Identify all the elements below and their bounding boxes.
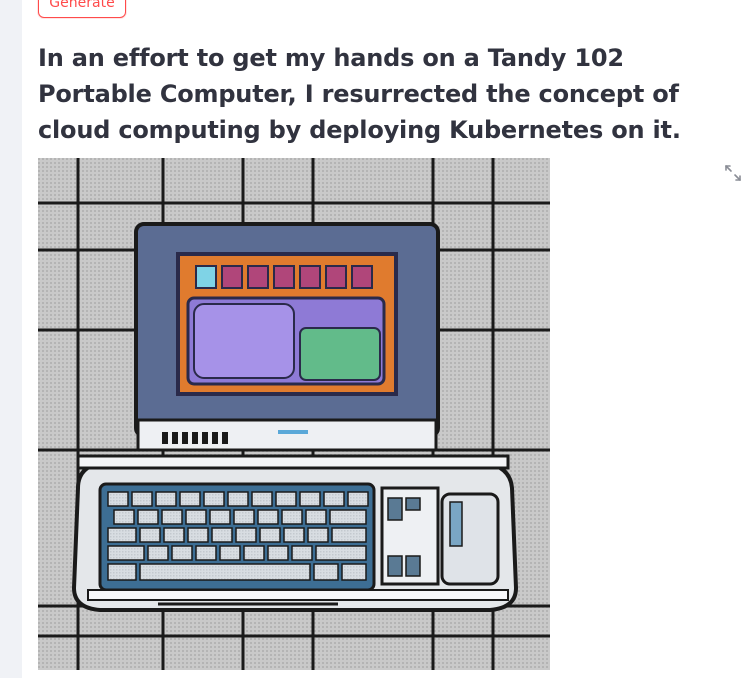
fullscreen-button[interactable] bbox=[722, 162, 744, 184]
sidebar-edge bbox=[0, 0, 22, 678]
laptop-illustration bbox=[38, 158, 550, 670]
generate-button[interactable]: Generate bbox=[38, 0, 126, 18]
generated-image bbox=[38, 158, 550, 670]
expand-icon bbox=[725, 165, 741, 181]
generated-headline: In an effort to get my hands on a Tandy … bbox=[38, 44, 681, 144]
